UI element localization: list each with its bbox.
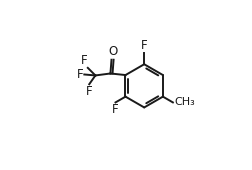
- Text: F: F: [77, 68, 83, 81]
- Text: F: F: [86, 85, 92, 98]
- Text: O: O: [108, 45, 117, 58]
- Text: CH₃: CH₃: [174, 97, 195, 107]
- Text: F: F: [112, 104, 119, 116]
- Text: F: F: [81, 54, 87, 67]
- Text: F: F: [141, 39, 147, 52]
